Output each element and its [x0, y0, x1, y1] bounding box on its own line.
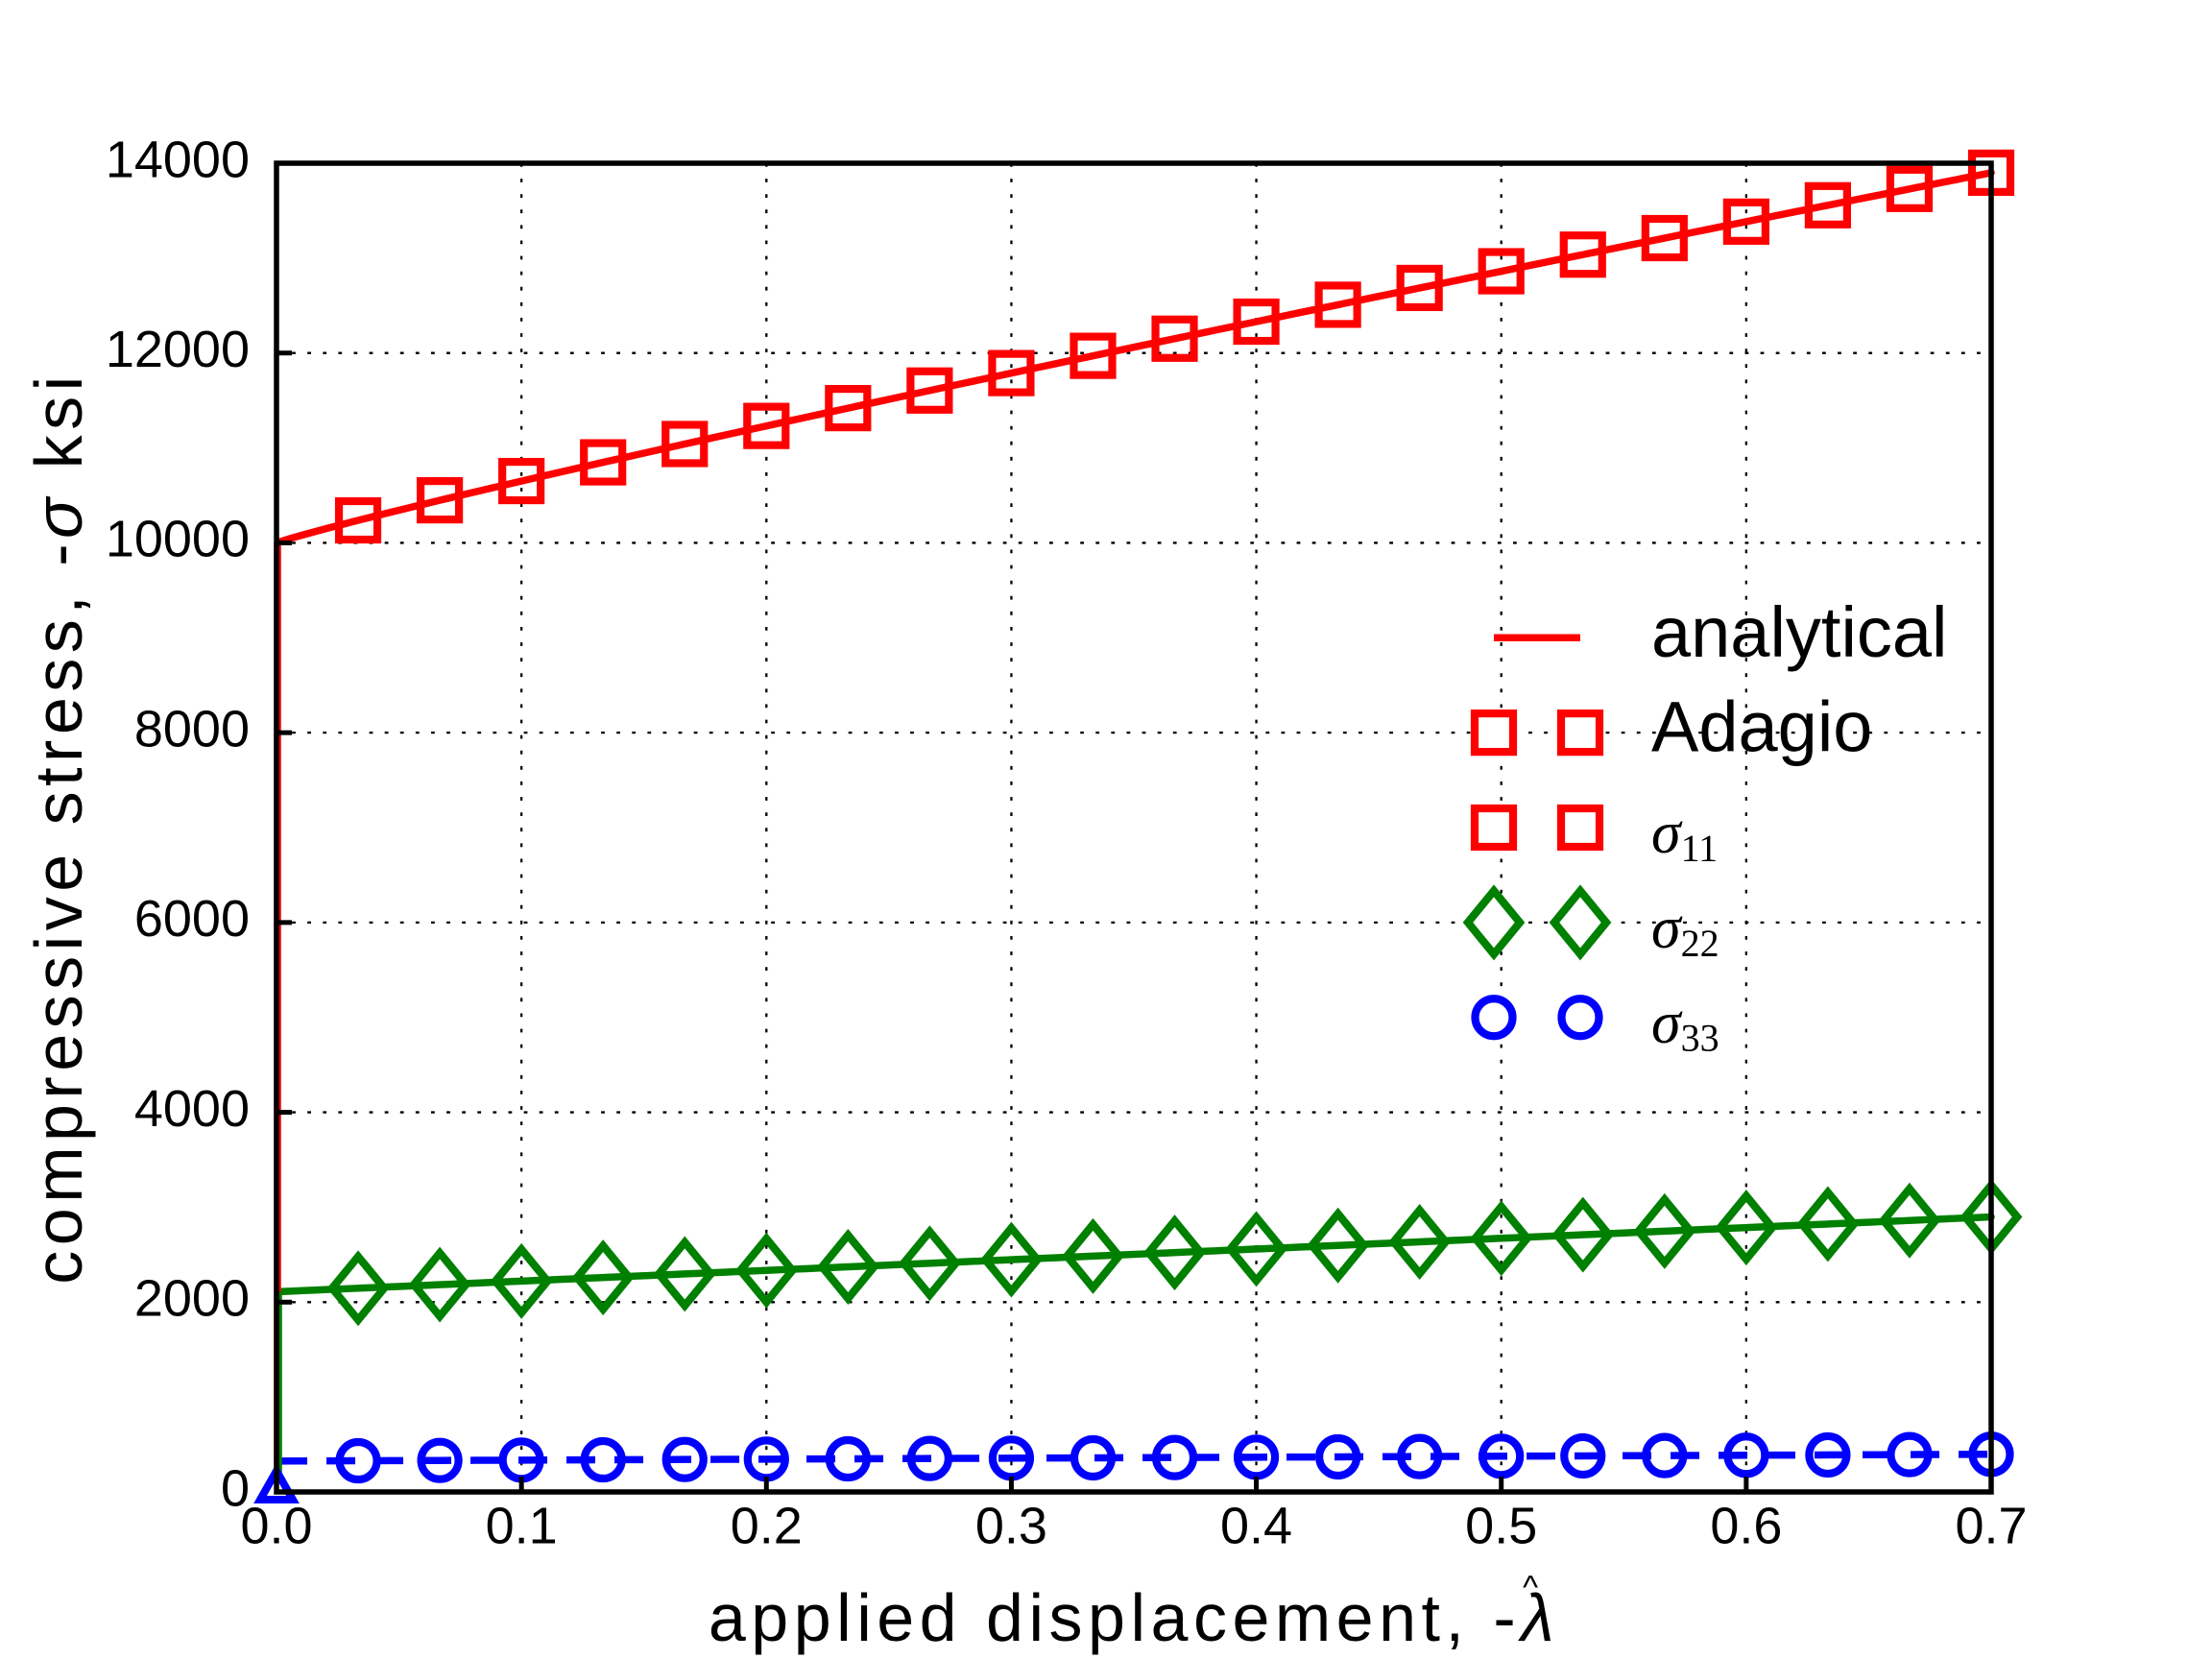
svg-text:0.5: 0.5: [1465, 1497, 1537, 1554]
svg-text:14000: 14000: [106, 131, 250, 188]
svg-text:0.6: 0.6: [1710, 1497, 1782, 1554]
svg-text:compressive stress, -σ ksi: compressive stress, -σ ksi: [21, 371, 96, 1284]
svg-text:0.2: 0.2: [731, 1497, 803, 1554]
svg-text:4000: 4000: [134, 1080, 250, 1138]
svg-text:0.1: 0.1: [486, 1497, 558, 1554]
svg-text:10000: 10000: [106, 511, 250, 568]
svg-text:applied displacement, -λ^: applied displacement, -λ^: [709, 1570, 1559, 1655]
svg-text:Adagio: Adagio: [1651, 687, 1872, 767]
svg-text:0.7: 0.7: [1955, 1497, 2027, 1554]
svg-text:0.3: 0.3: [975, 1497, 1047, 1554]
svg-text:8000: 8000: [134, 700, 250, 757]
svg-text:0.0: 0.0: [240, 1497, 312, 1554]
svg-text:2000: 2000: [134, 1270, 250, 1328]
svg-text:analytical: analytical: [1651, 592, 1948, 672]
svg-text:12000: 12000: [106, 321, 250, 378]
svg-text:6000: 6000: [134, 890, 250, 948]
svg-text:0.4: 0.4: [1220, 1497, 1292, 1554]
